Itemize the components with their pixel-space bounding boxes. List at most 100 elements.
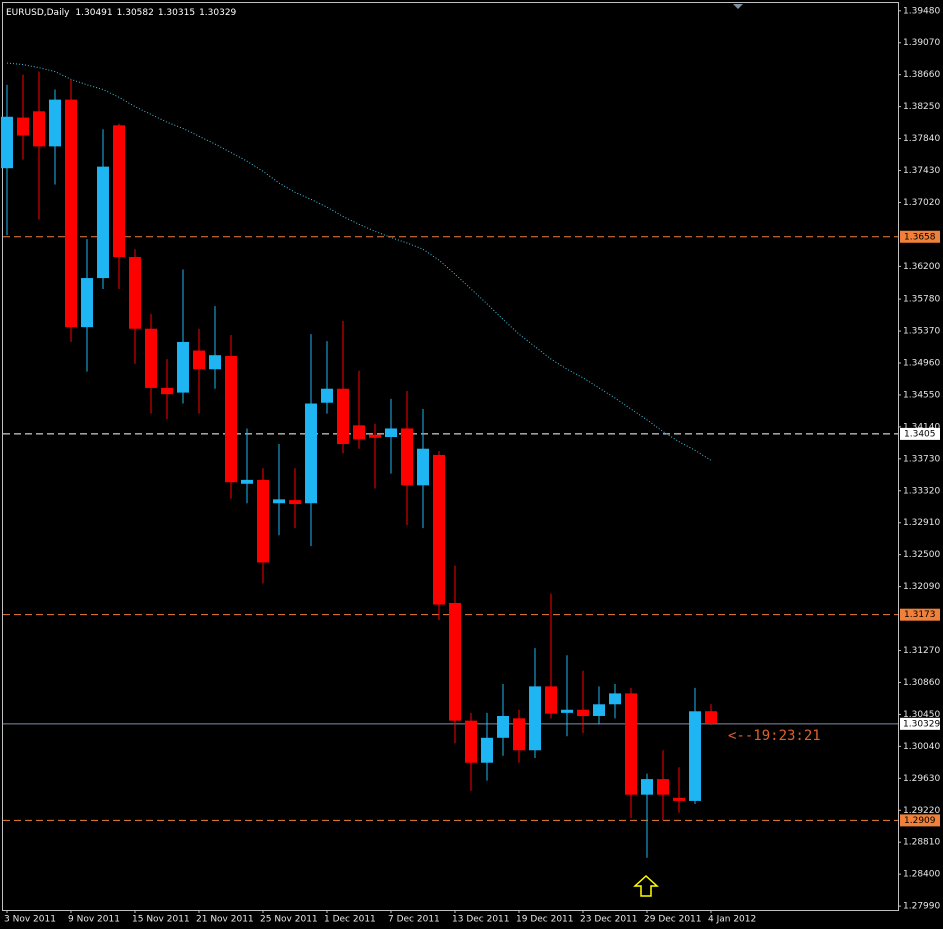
- y-tick-label: 1.37840: [903, 134, 940, 144]
- level-label: 1.3173: [904, 610, 936, 620]
- y-tick-label: 1.39480: [903, 6, 940, 16]
- candle-body: [193, 350, 205, 370]
- x-tick-label: 29 Dec 2011: [644, 915, 702, 925]
- timer: <--19:23:21: [728, 728, 821, 744]
- candle-body: [641, 779, 653, 795]
- x-tick-label: 1 Dec 2011: [324, 915, 376, 925]
- candle-body: [577, 709, 589, 716]
- x-tick-label: 13 Dec 2011: [452, 915, 510, 925]
- candle-body: [289, 500, 301, 505]
- candle-body: [49, 99, 61, 147]
- symbol: EURUSD,Daily: [6, 8, 70, 18]
- candle-body: [465, 720, 477, 763]
- x-tick-label: 7 Dec 2011: [388, 915, 440, 925]
- header-high: 1.30582: [117, 8, 154, 18]
- candle-body: [417, 448, 429, 486]
- y-tick-label: 1.34960: [903, 358, 940, 368]
- y-tick-label: 1.27990: [903, 902, 940, 912]
- arrow-marker: [633, 874, 659, 897]
- candle-body: [273, 499, 285, 504]
- candle-body: [689, 711, 701, 801]
- level-box: [900, 608, 940, 621]
- y-tick-label: 1.35780: [903, 295, 940, 305]
- y-tick-label: 1.29630: [903, 774, 940, 784]
- header-low: 1.30315: [158, 8, 195, 18]
- candle-body: [177, 341, 189, 393]
- candle-body: [385, 428, 397, 438]
- shift-marker: [733, 4, 743, 9]
- y-tick-label: 1.32910: [903, 518, 940, 528]
- candle-body: [97, 166, 109, 279]
- x-tick-label: 21 Nov 2011: [196, 915, 254, 925]
- y-tick-label: 1.35370: [903, 327, 940, 337]
- candle-body: [305, 403, 317, 504]
- y-tick-label: 1.29220: [903, 806, 940, 816]
- y-tick-label: 1.33730: [903, 454, 940, 464]
- candle-body: [497, 715, 509, 738]
- y-tick-label: 1.38660: [903, 70, 940, 80]
- candle-body: [161, 387, 173, 395]
- y-tick-label: 1.39070: [903, 38, 940, 48]
- y-tick-label: 1.37020: [903, 198, 940, 208]
- level-box: [900, 230, 940, 243]
- y-tick-label: 1.28400: [903, 870, 940, 880]
- candle-body: [449, 602, 461, 721]
- candle-body: [545, 686, 557, 714]
- candle-body: [337, 388, 349, 445]
- y-tick-label: 1.38250: [903, 102, 940, 112]
- candle-body: [673, 797, 685, 801]
- level-label: 1.2909: [904, 816, 936, 826]
- candle-body: [353, 425, 365, 440]
- y-tick-label: 1.36200: [903, 262, 940, 272]
- candle-body: [225, 355, 237, 483]
- y-tick-label: 1.28810: [903, 838, 940, 848]
- y-tick-label: 1.30450: [903, 710, 940, 720]
- candle-body: [257, 479, 269, 563]
- candle-body: [705, 711, 717, 724]
- x-tick-label: 15 Nov 2011: [132, 915, 190, 925]
- candle-body: [113, 125, 125, 258]
- x-tick-label: 19 Dec 2011: [516, 915, 574, 925]
- candle-body: [145, 328, 157, 388]
- candle-body: [609, 693, 621, 705]
- x-tick-label: 3 Nov 2011: [4, 915, 56, 925]
- x-tick-label: 23 Dec 2011: [580, 915, 638, 925]
- candle-body: [321, 388, 333, 403]
- y-tick-label: 1.32500: [903, 550, 940, 560]
- candle-body: [241, 479, 253, 484]
- y-tick-label: 1.37430: [903, 166, 940, 176]
- header-open: 1.30491: [75, 8, 112, 18]
- candle-body: [513, 718, 525, 751]
- candle-body: [129, 257, 141, 329]
- candle-body: [1, 116, 13, 169]
- x-tick-label: 25 Nov 2011: [260, 915, 318, 925]
- y-tick-label: 1.33320: [903, 486, 940, 496]
- candle-body: [481, 737, 493, 763]
- level-label: 1.3405: [904, 429, 936, 439]
- plot-frame: [2, 2, 899, 911]
- candle-body: [401, 428, 413, 486]
- moving-average: [6, 62, 712, 461]
- level-label: 1.3658: [904, 232, 936, 242]
- candle-body: [561, 709, 573, 713]
- candle-body: [625, 693, 637, 795]
- y-tick-label: 1.30040: [903, 742, 940, 752]
- candle-body: [529, 686, 541, 751]
- header-close: 1.30329: [199, 8, 236, 18]
- current-price-label: 1.30329: [903, 719, 940, 729]
- chart-title: EURUSD,Daily 1.30491 1.30582 1.30315 1.30329: [6, 8, 237, 18]
- candle-body: [657, 779, 669, 795]
- y-tick-label: 1.34140: [903, 422, 940, 432]
- x-tick-label: 9 Nov 2011: [68, 915, 120, 925]
- candle-body: [593, 704, 605, 716]
- candle-body: [369, 434, 381, 438]
- candle-body: [209, 355, 221, 370]
- current-price-box: [900, 717, 940, 730]
- candle-body: [433, 454, 445, 605]
- y-tick-label: 1.30860: [903, 678, 940, 688]
- level-box: [900, 427, 940, 440]
- candle-body: [33, 111, 45, 147]
- x-tick-label: 4 Jan 2012: [708, 915, 756, 925]
- level-box: [900, 814, 940, 827]
